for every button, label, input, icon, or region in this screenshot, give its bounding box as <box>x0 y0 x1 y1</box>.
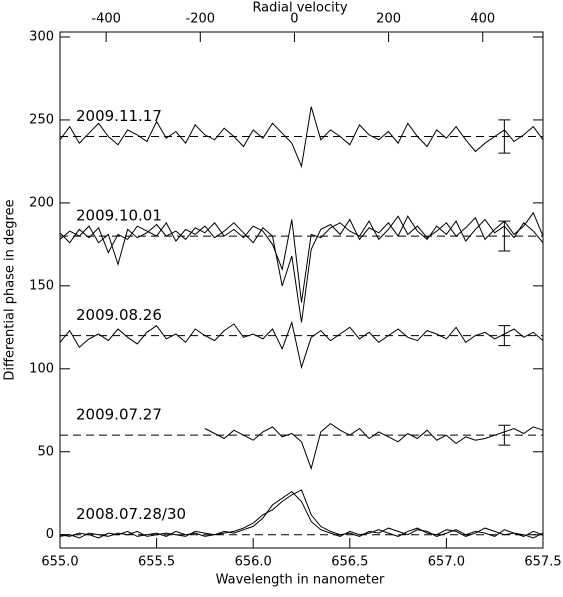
x2-tick-label: 200 <box>376 12 401 27</box>
x-tick-label: 655.0 <box>41 555 78 570</box>
series-label: 2009.10.01 <box>76 207 162 225</box>
error-bar <box>498 424 511 446</box>
series-line <box>59 490 544 539</box>
series-line <box>59 106 544 169</box>
y-tick-label: 100 <box>29 361 54 376</box>
x-tick-label: 656.0 <box>235 555 272 570</box>
x2-tick-label: 400 <box>470 12 495 27</box>
x2-tick-label: -400 <box>91 12 121 27</box>
series-line <box>59 320 544 370</box>
x-tick-label: 656.5 <box>331 555 368 570</box>
x-tick-label: 657.5 <box>524 555 561 570</box>
x2-tick-label: 0 <box>290 12 298 27</box>
y-axis-label: Differential phase in degree <box>3 199 18 380</box>
series-line <box>204 422 544 471</box>
error-bar <box>498 119 511 154</box>
series-label: 2008.07.28/30 <box>76 505 186 523</box>
series-line <box>59 489 544 539</box>
x-tick-label: 657.0 <box>428 555 465 570</box>
y-tick-label: 250 <box>29 112 54 127</box>
x-axis-label: Wavelength in nanometer <box>216 573 385 588</box>
error-bar <box>498 325 511 347</box>
y-tick-label: 300 <box>29 29 54 44</box>
x2-tick-label: -200 <box>186 12 216 27</box>
series-line <box>59 211 544 303</box>
series-label: 2009.07.27 <box>76 406 162 424</box>
plot-frame <box>59 31 544 549</box>
x2-axis-label: Radial velocity <box>252 1 347 16</box>
series-line <box>59 215 544 323</box>
x-tick-label: 655.5 <box>138 555 175 570</box>
series-label: 2009.11.17 <box>76 107 162 125</box>
y-tick-label: 50 <box>37 444 54 459</box>
y-tick-label: 200 <box>29 195 54 210</box>
y-tick-label: 0 <box>46 527 54 542</box>
series-label: 2009.08.26 <box>76 306 162 324</box>
y-tick-label: 150 <box>29 278 54 293</box>
